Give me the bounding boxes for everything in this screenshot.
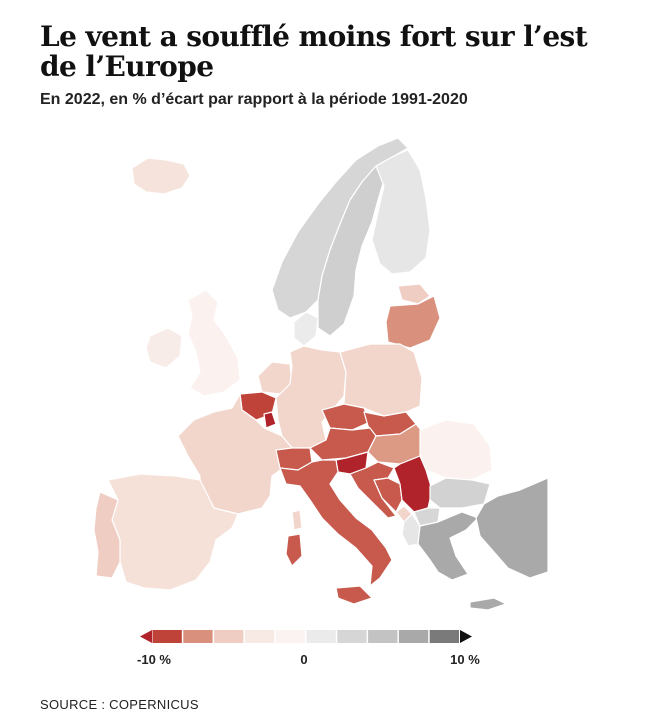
region-romania xyxy=(419,419,493,481)
region-turkey xyxy=(475,477,549,579)
legend-swatch xyxy=(337,630,367,643)
region-greece xyxy=(417,511,479,581)
region-denmark xyxy=(293,311,319,347)
legend-swatch xyxy=(152,630,182,643)
region-finland xyxy=(371,149,431,275)
region-cyprus-crete xyxy=(469,597,507,611)
legend-label-zero: 0 xyxy=(300,652,307,667)
color-legend: -10 % 0 10 % xyxy=(137,630,480,667)
region-sweden xyxy=(317,165,385,337)
region-estonia xyxy=(397,283,431,305)
legend-swatches xyxy=(140,630,472,643)
region-czechia xyxy=(321,403,371,431)
source-note: SOURCE : COPERNICUS xyxy=(40,697,199,712)
region-bulgaria xyxy=(429,477,491,509)
page-title: Le vent a soufflé moins fort sur l’est d… xyxy=(40,20,588,83)
legend-label-max: 10 % xyxy=(450,652,480,667)
region-italy xyxy=(279,459,393,587)
region-austria xyxy=(309,427,377,461)
legend-label-min: -10 % xyxy=(137,652,171,667)
legend-swatch xyxy=(214,630,244,643)
legend-swatch xyxy=(368,630,398,643)
legend-arrow-right xyxy=(460,630,472,643)
europe-map xyxy=(93,137,549,611)
region-latvia-lithuania xyxy=(385,295,441,349)
region-portugal xyxy=(93,491,121,579)
region-corsica xyxy=(291,509,303,531)
legend-swatch xyxy=(429,630,459,643)
subtitle: En 2022, en % d’écart par rapport à la p… xyxy=(40,91,468,108)
legend-swatch xyxy=(244,630,275,643)
legend-swatch xyxy=(275,630,305,643)
legend-swatch xyxy=(183,630,213,643)
region-ireland xyxy=(145,327,183,369)
region-poland xyxy=(339,343,423,417)
region-sicily xyxy=(335,585,373,605)
region-sardinia xyxy=(285,533,303,567)
region-luxembourg xyxy=(263,411,277,429)
legend-arrow-left xyxy=(140,630,152,643)
region-united-kingdom xyxy=(187,289,241,397)
legend-swatch xyxy=(398,630,429,643)
legend-swatch xyxy=(306,630,336,643)
region-iceland xyxy=(131,157,191,195)
